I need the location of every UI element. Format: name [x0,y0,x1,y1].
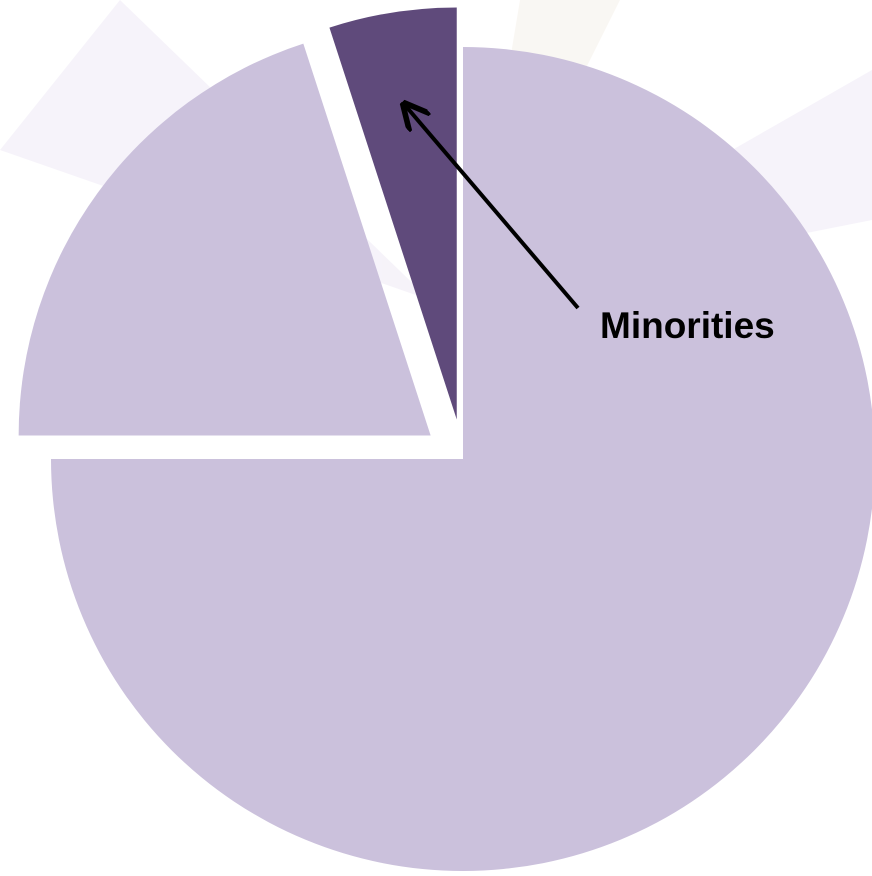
pie-slice [18,43,431,436]
slices [18,7,872,871]
slice-label: Minorities [600,305,775,346]
annotation-arrow [404,104,580,310]
pie-slice [51,47,872,871]
